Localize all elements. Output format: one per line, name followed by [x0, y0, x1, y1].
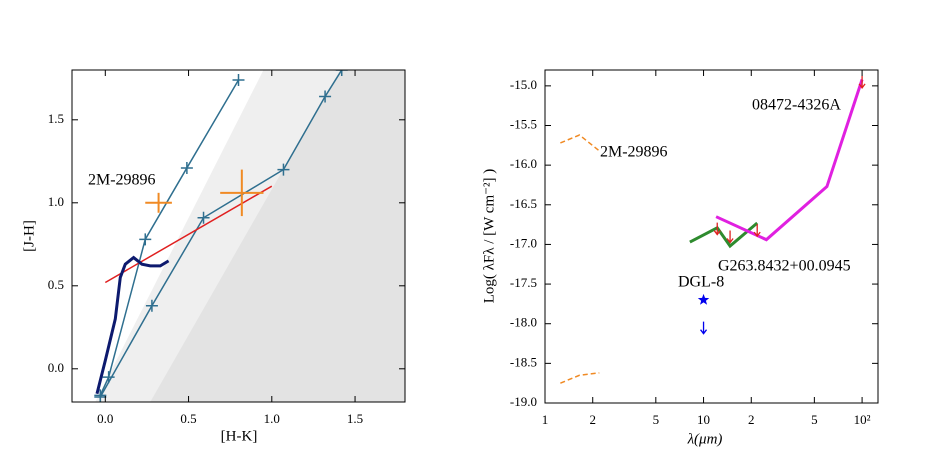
- series-line: [560, 134, 600, 152]
- y-tick-label: 0.0: [48, 360, 64, 375]
- plot-area: [560, 75, 866, 384]
- y-tick-label: -17.5: [510, 275, 537, 290]
- upper-limit-arrow: [726, 230, 734, 244]
- y-tick-label: -16.0: [510, 156, 537, 171]
- series-line: [560, 372, 600, 384]
- series-line: [715, 79, 864, 242]
- x-axis-label: λ(μm): [687, 431, 723, 447]
- y-tick-label: -16.5: [510, 196, 537, 211]
- annotation: 2M-29896: [600, 144, 668, 161]
- y-tick-label: 0.5: [48, 277, 64, 292]
- plot-frame: [71, 69, 406, 403]
- plus-marker: [94, 391, 107, 402]
- plus-marker: [197, 211, 210, 224]
- y-axis-label: Log( λFλ / [W cm⁻²] ): [481, 169, 497, 304]
- plus-marker: [139, 233, 152, 246]
- plus-marker: [180, 161, 193, 174]
- plot-area: [94, 70, 405, 402]
- x-tick-label: 2: [589, 412, 596, 427]
- y-tick-label: -19.0: [510, 394, 537, 409]
- star-marker: [697, 293, 710, 305]
- series-line: [104, 185, 273, 284]
- x-tick-label: 0.0: [97, 411, 113, 426]
- x-tick-label: 10: [697, 412, 710, 427]
- x-tick-label: 1: [542, 412, 549, 427]
- y-tick-label: -18.0: [510, 315, 537, 330]
- series-line: [689, 221, 759, 249]
- x-tick-label: 5: [653, 412, 660, 427]
- y-tick-label: -15.5: [510, 116, 537, 131]
- upper-limit-arrow: [713, 222, 721, 236]
- plus-marker: [145, 299, 158, 312]
- x-tick-label: 10²: [854, 412, 871, 427]
- y-tick-label: 1.5: [48, 111, 64, 126]
- upper-limit-arrow: [700, 321, 708, 335]
- annotation: 2M-29896: [88, 172, 156, 189]
- x-tick-label: 0.5: [180, 411, 196, 426]
- x-axis-label: [H-K]: [221, 428, 258, 444]
- x-tick-label: 5: [811, 412, 818, 427]
- region: [150, 70, 405, 402]
- plot-frame: [544, 69, 879, 404]
- y-tick-label: 1.0: [48, 194, 64, 209]
- plus-marker: [232, 73, 245, 86]
- series-line: [95, 255, 170, 395]
- annotation: 08472-4326A: [752, 97, 841, 114]
- x-tick-label: 1.0: [264, 411, 280, 426]
- annotation: DGL-8: [678, 274, 724, 291]
- plus-marker: [319, 90, 332, 103]
- y-tick-label: -18.5: [510, 354, 537, 369]
- y-tick-label: -17.0: [510, 235, 537, 250]
- x-tick-label: 2: [748, 412, 755, 427]
- plus-marker: [277, 163, 290, 176]
- upper-limit-arrow: [858, 75, 866, 89]
- x-tick-label: 1.5: [347, 411, 363, 426]
- y-axis-label: [J-H]: [21, 220, 37, 252]
- annotation: G263.8432+00.0945: [718, 258, 851, 275]
- plus-marker: [335, 70, 348, 76]
- upper-limit-arrow: [753, 224, 761, 238]
- y-tick-label: -15.0: [510, 77, 537, 92]
